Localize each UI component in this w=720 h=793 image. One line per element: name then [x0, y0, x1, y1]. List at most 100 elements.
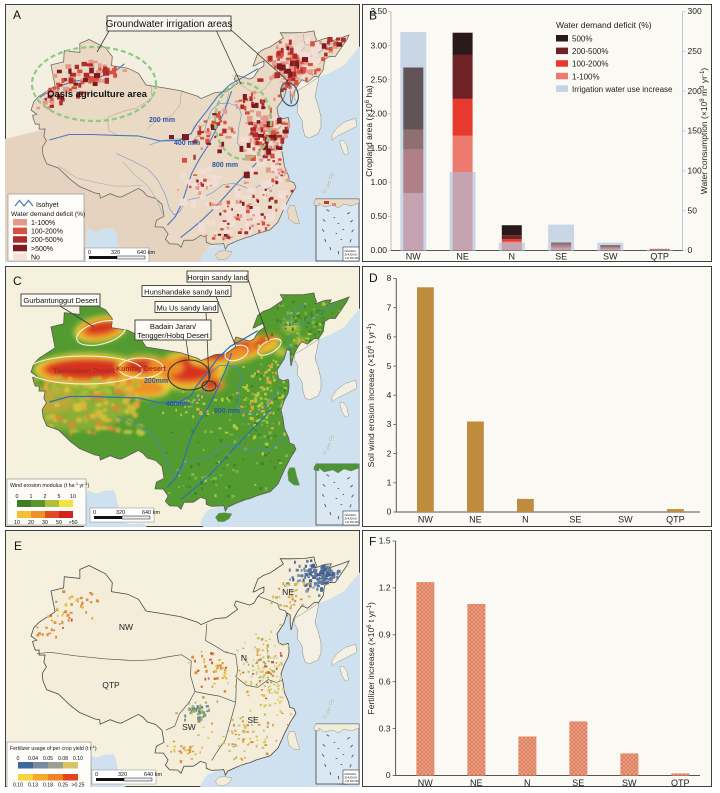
svg-text:400 mm: 400 mm — [174, 140, 200, 147]
svg-text:200: 200 — [688, 86, 702, 96]
svg-text:400mm: 400mm — [166, 401, 190, 408]
svg-text:Oasis agriculture area: Oasis agriculture area — [47, 89, 148, 100]
svg-text:Horqin sandy land: Horqin sandy land — [187, 273, 247, 282]
svg-text:320: 320 — [116, 510, 125, 516]
svg-text:2.50: 2.50 — [370, 75, 387, 85]
svg-text:ZHUDAO: ZHUDAO — [345, 517, 358, 521]
svg-text:0: 0 — [88, 250, 91, 256]
svg-text:Water demand deficit (%): Water demand deficit (%) — [11, 211, 85, 218]
svg-text:1:32 000 000: 1:32 000 000 — [345, 257, 360, 260]
svg-text:N: N — [509, 252, 516, 262]
svg-text:Isohyet: Isohyet — [36, 202, 59, 209]
svg-text:NANHAI: NANHAI — [345, 513, 357, 517]
svg-text:QTP: QTP — [650, 252, 669, 262]
svg-text:100: 100 — [688, 166, 702, 176]
svg-text:1:32 000 000: 1:32 000 000 — [345, 780, 360, 783]
svg-text:A: A — [13, 8, 21, 22]
svg-text:Hunshandake sandy land: Hunshandake sandy land — [144, 288, 229, 297]
svg-text:Kumtag Desert: Kumtag Desert — [116, 366, 166, 373]
svg-text:1.50: 1.50 — [370, 143, 387, 153]
svg-text:NW: NW — [119, 622, 133, 632]
svg-text:0.25: 0.25 — [58, 783, 68, 788]
svg-text:1-100%: 1-100% — [31, 220, 55, 227]
svg-text:250: 250 — [688, 46, 702, 56]
svg-text:Water demand deficit (%): Water demand deficit (%) — [556, 20, 652, 30]
svg-text:0.10: 0.10 — [73, 756, 83, 762]
svg-text:20: 20 — [28, 520, 34, 526]
svg-text:SW: SW — [622, 778, 637, 787]
svg-text:1: 1 — [30, 494, 33, 500]
svg-text:Tengger/Hobq Desert: Tengger/Hobq Desert — [137, 331, 209, 340]
svg-text:200 mm: 200 mm — [149, 117, 175, 124]
svg-text:50: 50 — [56, 520, 62, 526]
svg-text:1: 1 — [387, 478, 392, 488]
svg-text:30: 30 — [42, 520, 48, 526]
svg-text:NW: NW — [418, 778, 433, 787]
svg-text:0.04: 0.04 — [28, 756, 38, 762]
svg-text:Gurbantunggut Desert: Gurbantunggut Desert — [23, 296, 98, 305]
svg-text:QTP: QTP — [671, 778, 690, 787]
svg-text:2: 2 — [387, 448, 392, 458]
svg-text:Water consumption (×108​ m3​ y: Water consumption (×108​ m3​ yr-1​) — [699, 68, 709, 195]
svg-text:Groundwater irrigation areas: Groundwater irrigation areas — [106, 19, 233, 30]
svg-text:0.9: 0.9 — [379, 630, 391, 640]
svg-text:10: 10 — [70, 494, 76, 500]
svg-text:Fertilizer increase (×106​ t y: Fertilizer increase (×106​ t yr-1​) — [366, 602, 376, 715]
svg-text:D: D — [369, 271, 378, 285]
svg-text:200-500%: 200-500% — [572, 47, 608, 56]
svg-text:3.50: 3.50 — [370, 6, 387, 16]
svg-text:>0.25: >0.25 — [71, 783, 84, 788]
svg-text:0: 0 — [386, 770, 391, 780]
svg-text:100-200%: 100-200% — [572, 60, 608, 69]
svg-text:Soil wind erosion increase (×: Soil wind erosion increase (×106​ t yr-1… — [366, 323, 376, 467]
svg-text:640 km: 640 km — [142, 510, 160, 516]
svg-text:0: 0 — [17, 756, 20, 762]
svg-text:ZHUDAO: ZHUDAO — [345, 253, 358, 257]
svg-text:NE: NE — [469, 515, 482, 525]
svg-text:SW: SW — [182, 722, 196, 732]
svg-text:0.05: 0.05 — [43, 756, 53, 762]
svg-text:1.5: 1.5 — [379, 536, 391, 546]
svg-text:C: C — [13, 274, 22, 288]
svg-text:100-200%: 100-200% — [31, 229, 63, 236]
svg-text:Mu Us sandy land: Mu Us sandy land — [156, 304, 216, 313]
svg-text:B: B — [369, 9, 377, 23]
svg-text:0: 0 — [93, 510, 96, 516]
svg-text:0.10: 0.10 — [13, 783, 23, 788]
svg-text:3.00: 3.00 — [370, 40, 387, 50]
svg-text:QTP: QTP — [666, 515, 685, 525]
svg-text:0.6: 0.6 — [379, 676, 391, 686]
svg-text:0: 0 — [387, 507, 392, 517]
svg-text:200mm: 200mm — [144, 378, 168, 385]
svg-text:N: N — [241, 653, 247, 663]
svg-text:Irrigation water use increase: Irrigation water use increase — [572, 85, 673, 94]
svg-text:4: 4 — [387, 390, 392, 400]
svg-text:10: 10 — [14, 520, 20, 526]
svg-text:NANHAI: NANHAI — [345, 249, 357, 253]
svg-text:No: No — [31, 254, 40, 261]
svg-text:F: F — [369, 535, 376, 549]
svg-text:1:32 000 000: 1:32 000 000 — [345, 521, 360, 524]
svg-text:Badain Jaran/: Badain Jaran/ — [150, 322, 197, 331]
svg-text:2: 2 — [44, 494, 47, 500]
svg-text:SE: SE — [555, 252, 567, 262]
svg-text:QTP: QTP — [102, 680, 120, 690]
svg-text:640 km: 640 km — [137, 250, 155, 256]
svg-text:SE: SE — [247, 715, 259, 725]
svg-text:0: 0 — [95, 772, 98, 778]
svg-text:NE: NE — [470, 778, 483, 787]
svg-text:NE: NE — [456, 252, 469, 262]
svg-text:0.13: 0.13 — [28, 783, 38, 788]
svg-text:NE: NE — [282, 587, 294, 597]
svg-text:Wind erosion modulus (t ha-1 y: Wind erosion modulus (t ha-1 yr-1) — [10, 481, 90, 490]
svg-text:500%: 500% — [572, 35, 592, 44]
svg-text:SE: SE — [572, 778, 584, 787]
svg-text:150: 150 — [688, 126, 702, 136]
svg-text:200-500%: 200-500% — [31, 237, 63, 244]
svg-text:320: 320 — [111, 250, 120, 256]
svg-text:Cropland area (×106​ ha): Cropland area (×106​ ha) — [364, 85, 374, 177]
svg-text:NW: NW — [418, 515, 433, 525]
svg-text:NW: NW — [406, 252, 421, 262]
svg-text:>500%: >500% — [31, 246, 53, 253]
svg-text:800 mm: 800 mm — [214, 408, 240, 415]
